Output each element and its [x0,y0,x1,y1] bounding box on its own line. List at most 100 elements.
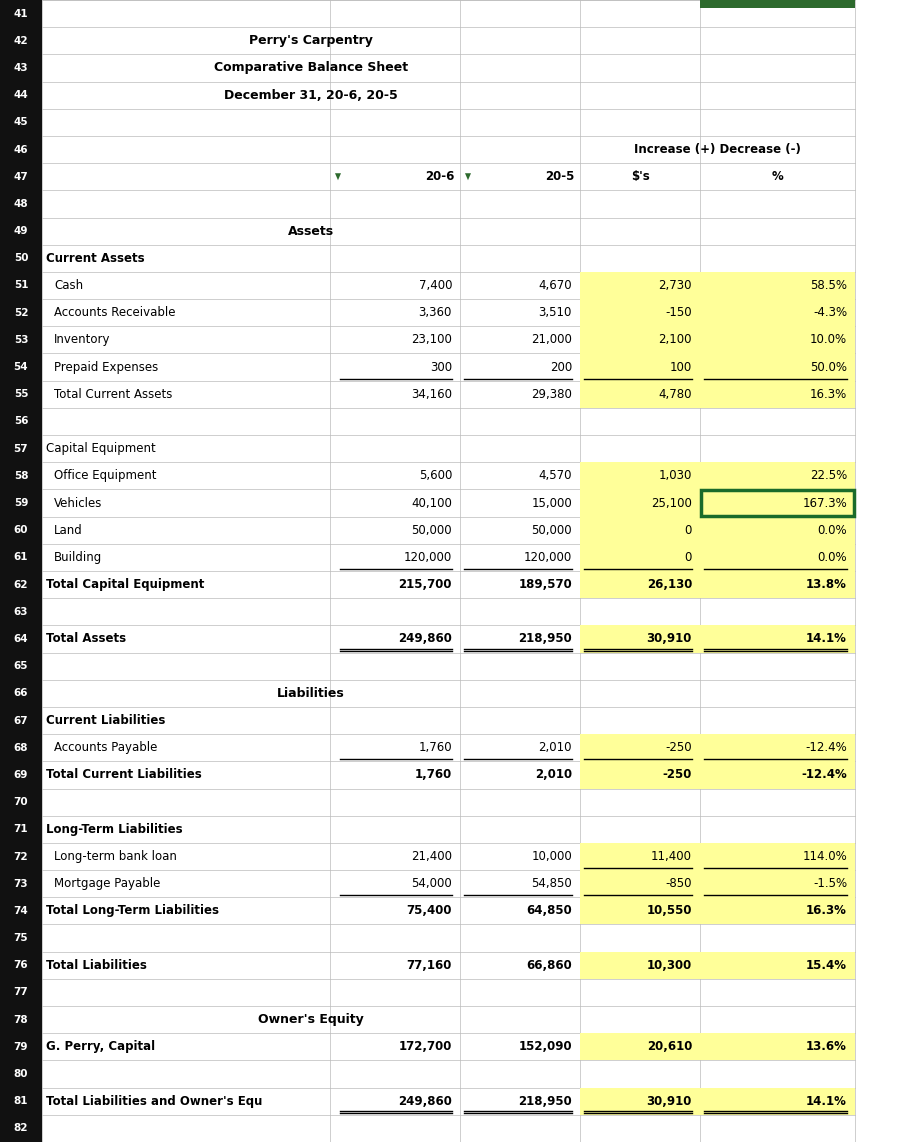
Bar [700,870,855,898]
Text: 77,160: 77,160 [406,959,452,972]
Bar [580,544,700,571]
Text: Inventory: Inventory [54,333,111,346]
Bar [0,244,42,272]
Text: Total Current Assets: Total Current Assets [54,388,172,401]
Text: -1.5%: -1.5% [813,877,847,891]
Text: -250: -250 [665,741,692,754]
Text: Assets: Assets [288,225,334,238]
Text: Current Assets: Current Assets [46,251,145,265]
Text: 54,000: 54,000 [411,877,452,891]
Text: 14.1%: 14.1% [806,633,847,645]
Text: 75,400: 75,400 [406,904,452,917]
Bar [580,490,700,516]
Text: 29,380: 29,380 [531,388,572,401]
Bar [855,0,901,1142]
Text: 44: 44 [14,90,28,100]
Text: 30,910: 30,910 [647,1095,692,1108]
Text: Owner's Equity: Owner's Equity [258,1013,364,1027]
Bar [0,163,42,191]
Text: 10,000: 10,000 [532,850,572,863]
Text: December 31, 20-6, 20-5: December 31, 20-6, 20-5 [224,89,398,102]
Text: 82: 82 [14,1124,28,1133]
Bar [700,0,855,8]
Text: 21,000: 21,000 [531,333,572,346]
Text: 3,360: 3,360 [419,306,452,320]
Bar [580,843,700,870]
Bar [0,898,42,925]
Text: 114.0%: 114.0% [802,850,847,863]
Text: 50,000: 50,000 [412,524,452,537]
Bar [0,571,42,598]
Bar [580,626,700,652]
Text: G. Perry, Capital: G. Perry, Capital [46,1040,155,1053]
Bar [0,870,42,898]
Text: 58.5%: 58.5% [810,279,847,292]
Text: 42: 42 [14,35,28,46]
Text: Liabilities: Liabilities [278,686,345,700]
Bar [700,734,855,762]
Text: 59: 59 [14,498,28,508]
Bar [580,354,700,380]
Bar [700,951,855,979]
Text: 26,130: 26,130 [647,578,692,592]
Text: 81: 81 [14,1096,28,1107]
Bar [580,951,700,979]
Text: 16.3%: 16.3% [806,904,847,917]
Text: Long-Term Liabilities: Long-Term Liabilities [46,822,183,836]
Bar [580,762,700,788]
Bar [580,734,700,762]
Bar [0,1006,42,1034]
Bar [0,191,42,217]
Text: 25,100: 25,100 [651,497,692,509]
Bar [0,979,42,1006]
Bar [700,490,855,516]
Bar [0,626,42,652]
Text: Perry's Carpentry: Perry's Carpentry [249,34,373,47]
Text: 0.0%: 0.0% [817,550,847,564]
Text: Total Current Liabilities: Total Current Liabilities [46,769,202,781]
Bar [0,490,42,516]
Bar [0,762,42,788]
Bar [700,299,855,327]
Bar [700,380,855,408]
Text: 15.4%: 15.4% [806,959,847,972]
Text: Building: Building [54,550,102,564]
Text: 54,850: 54,850 [532,877,572,891]
Text: 22.5%: 22.5% [810,469,847,482]
Text: 41: 41 [14,9,28,18]
Bar [0,734,42,762]
Text: 2,010: 2,010 [539,741,572,754]
Bar [0,354,42,380]
Bar [0,299,42,327]
Bar [0,327,42,354]
Text: -150: -150 [665,306,692,320]
Text: 1,030: 1,030 [659,469,692,482]
Text: -850: -850 [666,877,692,891]
Text: 15,000: 15,000 [532,497,572,509]
Bar [0,136,42,163]
Text: -250: -250 [662,769,692,781]
Text: 16.3%: 16.3% [810,388,847,401]
Bar [700,626,855,652]
Text: 4,570: 4,570 [539,469,572,482]
Text: 50.0%: 50.0% [810,361,847,373]
Text: 218,950: 218,950 [518,633,572,645]
Text: 189,570: 189,570 [518,578,572,592]
Bar [700,544,855,571]
Text: 61: 61 [14,553,28,562]
Text: 43: 43 [14,63,28,73]
Text: 300: 300 [430,361,452,373]
Bar [580,327,700,354]
Text: 2,010: 2,010 [535,769,572,781]
Text: 46: 46 [14,145,28,154]
Text: 72: 72 [14,852,28,861]
Bar [700,571,855,598]
Text: 20-5: 20-5 [546,170,575,183]
Bar [700,762,855,788]
Text: 21,400: 21,400 [411,850,452,863]
Text: Accounts Receivable: Accounts Receivable [54,306,176,320]
Bar [580,272,700,299]
Text: 64: 64 [14,634,28,644]
Polygon shape [465,174,471,180]
Bar [580,870,700,898]
